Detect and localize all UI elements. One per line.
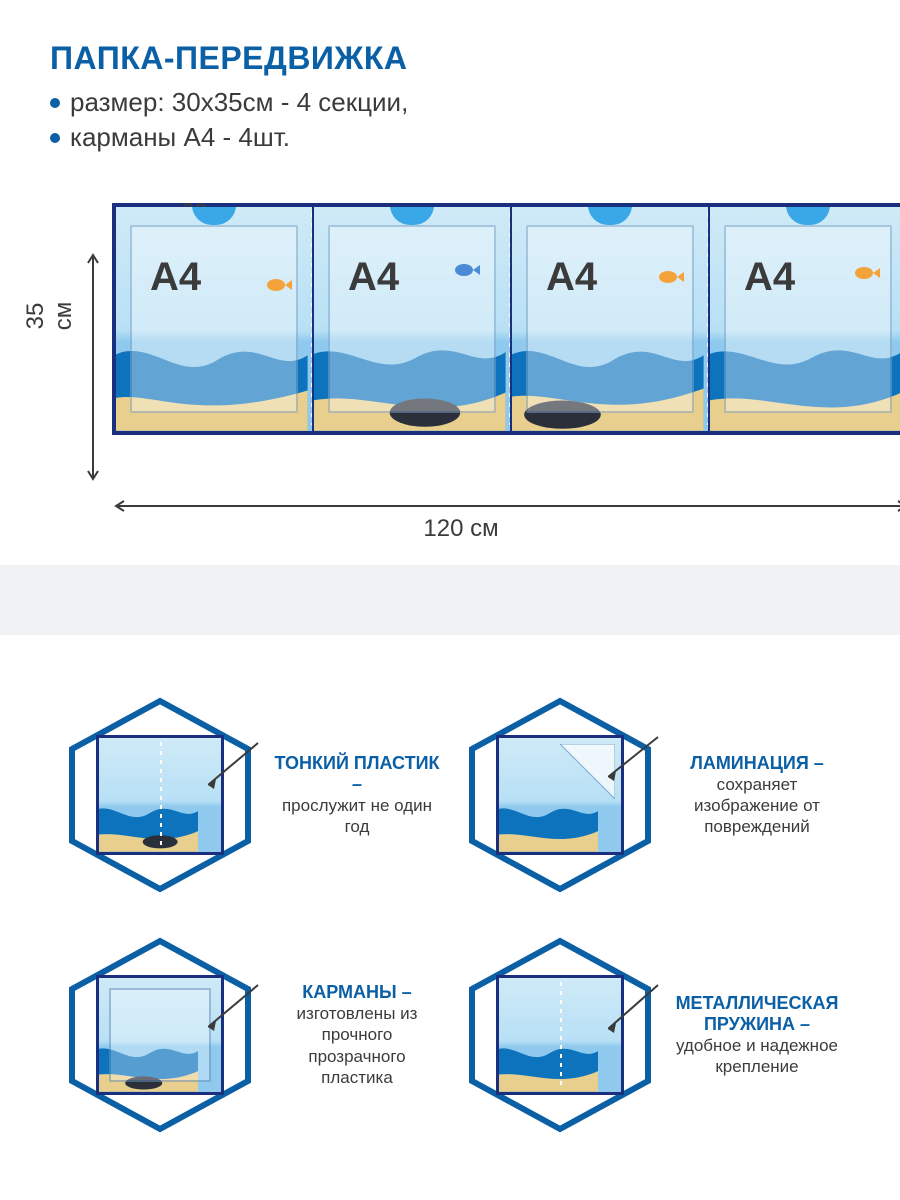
feature-thumbnail	[496, 975, 624, 1095]
fish-icon	[658, 269, 684, 285]
folder-panel: А4	[312, 207, 510, 431]
fish-icon	[454, 262, 480, 278]
bullet-text: размер: 30х35см - 4 секции,	[70, 85, 408, 120]
hexagon-frame	[60, 695, 260, 895]
feature-desc: прослужит не один год	[282, 796, 432, 836]
feature-title: МЕТАЛЛИЧЕСКАЯ ПРУЖИНА	[676, 993, 839, 1034]
page-title: ПАПКА-ПЕРЕДВИЖКА	[50, 40, 850, 77]
bullet-dot-icon	[50, 98, 60, 108]
pocket-label: А4	[744, 255, 795, 300]
pocket-label: А4	[348, 255, 399, 300]
feature-sep: –	[795, 1014, 810, 1034]
folder-row: А4 А4	[112, 203, 900, 435]
fish-icon	[266, 277, 292, 293]
bullet-list: размер: 30х35см - 4 секции, карманы А4 -…	[50, 85, 850, 155]
bullet-item: размер: 30х35см - 4 секции,	[50, 85, 850, 120]
feature-title: ТОНКИЙ ПЛАСТИК	[275, 753, 440, 773]
feature-item: КАРМАНЫ – изготовлены из прочного прозра…	[60, 935, 440, 1135]
pocket-label: А4	[546, 255, 597, 300]
feature-title: КАРМАНЫ	[302, 982, 396, 1002]
feature-desc: удобное и надежное крепление	[676, 1036, 838, 1076]
feature-desc: изготовлены из прочного прозрачного плас…	[297, 1004, 418, 1087]
feature-item: МЕТАЛЛИЧЕСКАЯ ПРУЖИНА – удобное и надежн…	[460, 935, 840, 1135]
feature-sep: –	[809, 753, 824, 773]
feature-sep: –	[352, 774, 362, 794]
bullet-text: карманы А4 - 4шт.	[70, 120, 290, 155]
feature-thumbnail	[96, 975, 224, 1095]
dimension-arrow-left-icon	[86, 251, 100, 483]
peel-corner-icon	[560, 744, 615, 799]
folder-panel: А4	[510, 207, 708, 431]
feature-thumbnail	[496, 735, 624, 855]
pocket: А4	[328, 225, 496, 413]
feature-text: КАРМАНЫ – изготовлены из прочного прозра…	[274, 982, 440, 1088]
dimensions-diagram: 30 см 35 см	[50, 203, 850, 475]
dimension-arrow-bottom-icon	[112, 499, 900, 513]
feature-item: ЛАМИНАЦИЯ – сохраняет изображение от пов…	[460, 695, 840, 895]
pocket: А4	[724, 225, 892, 413]
feature-sep: –	[397, 982, 412, 1002]
fish-icon	[854, 265, 880, 281]
hexagon-frame	[460, 935, 660, 1135]
feature-thumbnail	[96, 735, 224, 855]
pocket: А4	[130, 225, 298, 413]
feature-text: ТОНКИЙ ПЛАСТИК – прослужит не один год	[274, 753, 440, 838]
feature-desc: сохраняет изображение от повреждений	[694, 775, 820, 837]
divider-strip	[0, 565, 900, 635]
pocket-label: А4	[150, 255, 201, 300]
hexagon-frame	[60, 935, 260, 1135]
hexagon-frame	[460, 695, 660, 895]
folder-panel: А4	[708, 207, 900, 431]
feature-text: МЕТАЛЛИЧЕСКАЯ ПРУЖИНА – удобное и надежн…	[674, 993, 840, 1078]
dimension-label-left: 35 см	[22, 286, 78, 346]
bullet-item: карманы А4 - 4шт.	[50, 120, 850, 155]
feature-title: ЛАМИНАЦИЯ	[690, 753, 809, 773]
feature-item: ТОНКИЙ ПЛАСТИК – прослужит не один год	[60, 695, 440, 895]
feature-text: ЛАМИНАЦИЯ – сохраняет изображение от пов…	[674, 753, 840, 838]
pocket: А4	[526, 225, 694, 413]
header-block: ПАПКА-ПЕРЕДВИЖКА размер: 30х35см - 4 сек…	[0, 0, 900, 475]
bullet-dot-icon	[50, 133, 60, 143]
features-grid: ТОНКИЙ ПЛАСТИК – прослужит не один год	[0, 635, 900, 1135]
folder-panel: А4	[116, 207, 312, 431]
